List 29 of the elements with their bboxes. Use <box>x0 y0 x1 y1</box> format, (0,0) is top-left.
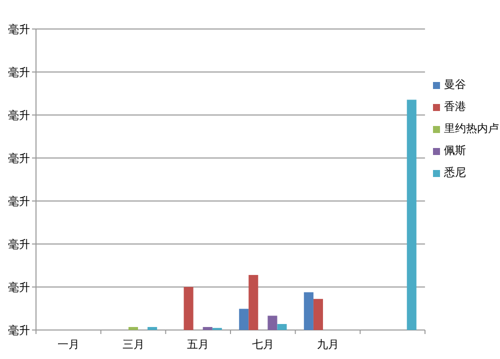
legend-label: 里约热内卢 <box>444 122 499 135</box>
legend-label: 佩斯 <box>444 144 466 157</box>
legend-label: 曼谷 <box>444 78 466 91</box>
x-tick-label: 五月 <box>187 338 210 351</box>
bar <box>304 292 314 330</box>
bar <box>277 324 287 330</box>
text: 毫升 <box>8 152 30 165</box>
bar <box>313 298 323 330</box>
text: 毫升 <box>8 238 30 251</box>
text: 毫升 <box>8 194 30 208</box>
text: 毫升 <box>8 280 30 294</box>
bar <box>184 286 194 330</box>
bar <box>248 274 258 330</box>
text: 毫升 <box>8 22 30 36</box>
bar <box>239 308 249 330</box>
x-tick-label: 一月 <box>57 338 80 351</box>
x-tick-label: 七月 <box>252 338 274 351</box>
bar <box>148 327 158 330</box>
bar <box>128 327 138 330</box>
legend-label: 香港 <box>444 100 466 113</box>
bar <box>406 100 416 330</box>
text: 毫升 <box>8 66 30 79</box>
legend-label: 悉尼 <box>443 166 466 179</box>
x-tick-label: 三月 <box>122 338 144 351</box>
bar <box>202 327 212 330</box>
bar <box>268 316 278 330</box>
x-tick-label: 九月 <box>316 338 339 351</box>
text: 毫升 <box>8 324 30 337</box>
text: 毫升 <box>8 108 30 122</box>
